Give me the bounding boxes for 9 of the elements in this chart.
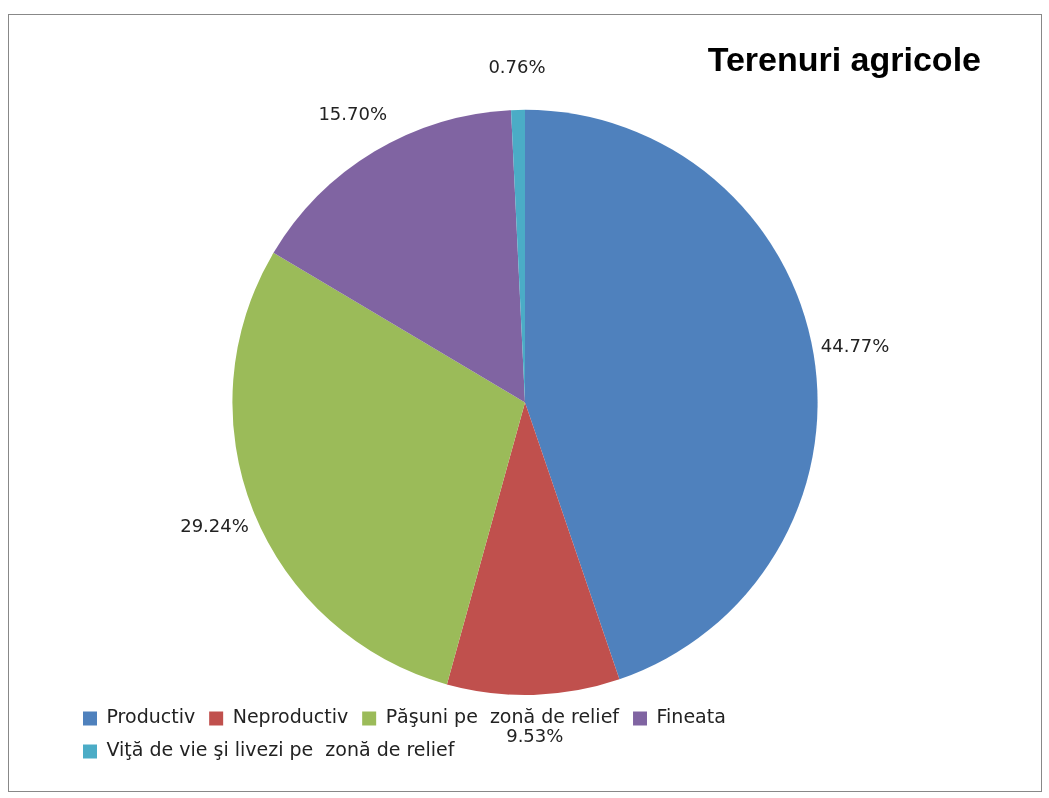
chart-title: Terenuri agricole: [707, 39, 981, 78]
data-label: 29.24%: [180, 514, 249, 536]
legend-label: Productiv: [106, 705, 196, 728]
legend-label: Neproductiv: [232, 705, 349, 728]
legend-label: Fineata: [656, 705, 726, 728]
data-label: 0.76%: [488, 55, 546, 77]
data-label: 15.70%: [318, 103, 388, 125]
data-label: 44.77%: [820, 335, 890, 357]
legend-label: Viţă de vie şi livezi pe zonă de relief: [106, 738, 456, 761]
